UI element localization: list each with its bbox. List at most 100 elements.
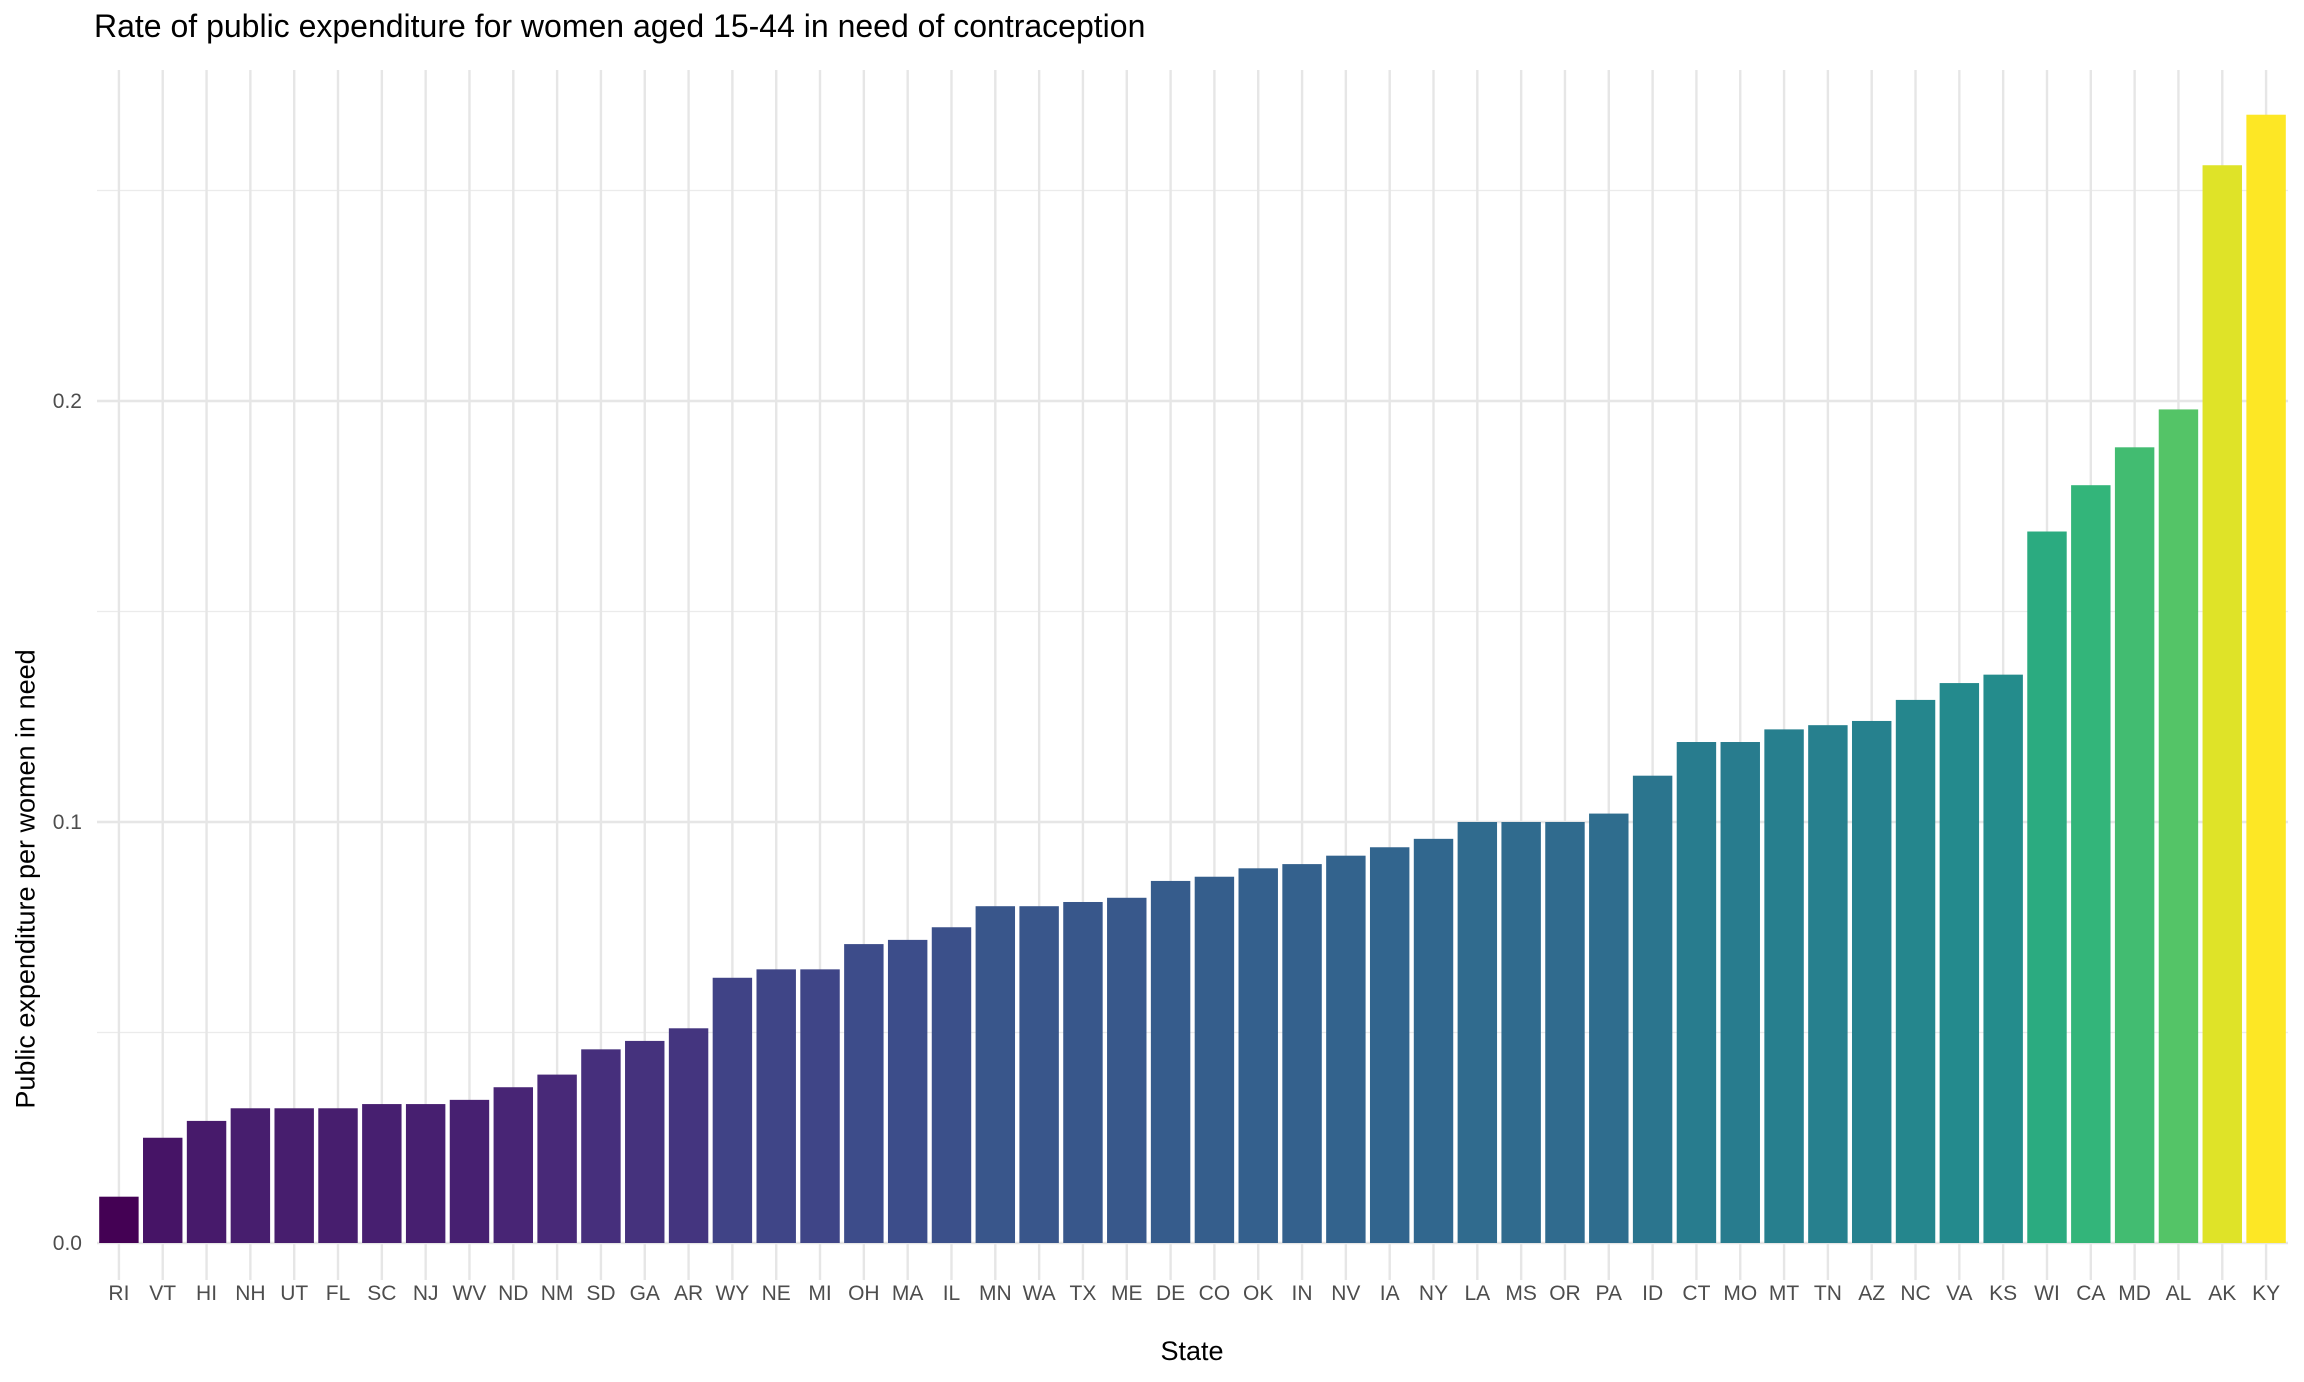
x-tick-label: IA xyxy=(1380,1282,1400,1305)
bar-ar xyxy=(668,1028,709,1243)
bar-co xyxy=(1194,876,1235,1243)
x-tick-label: MI xyxy=(808,1282,831,1305)
bar-wa xyxy=(1019,906,1059,1243)
bar-nh xyxy=(230,1108,271,1243)
x-tick-label: ID xyxy=(1642,1282,1663,1305)
bar-ia xyxy=(1369,847,1410,1243)
bar-ks xyxy=(1983,674,2023,1243)
bar-sc xyxy=(362,1104,402,1243)
bar-ma xyxy=(887,939,928,1243)
x-tick-label: IN xyxy=(1292,1282,1313,1305)
bar-mo xyxy=(1720,742,1760,1243)
bar-ak xyxy=(2202,165,2242,1244)
bar-nm xyxy=(537,1074,577,1243)
bar-ok xyxy=(1238,868,1278,1243)
bar-in xyxy=(1282,864,1322,1243)
bar-nv xyxy=(1326,855,1366,1243)
x-tick-label: NC xyxy=(1900,1282,1930,1305)
x-tick-label: MA xyxy=(892,1282,924,1305)
bar-nc xyxy=(1895,699,1936,1243)
x-tick-label: MT xyxy=(1769,1282,1799,1305)
x-tick-label: ND xyxy=(498,1282,528,1305)
x-tick-label: AL xyxy=(2166,1282,2192,1305)
x-tick-label: UT xyxy=(280,1282,308,1305)
x-tick-label: NV xyxy=(1331,1282,1360,1305)
bar-mn xyxy=(975,906,1016,1243)
x-tick-label: RI xyxy=(108,1282,129,1305)
bar-al xyxy=(2158,409,2199,1243)
bar-tx xyxy=(1063,901,1103,1243)
x-tick-label: AZ xyxy=(1858,1282,1885,1305)
bar-de xyxy=(1150,880,1191,1243)
x-tick-label: WV xyxy=(453,1282,487,1305)
bar-az xyxy=(1851,720,1892,1243)
x-tick-label: NY xyxy=(1419,1282,1448,1305)
bar-va xyxy=(1939,683,1980,1243)
x-tick-label: GA xyxy=(630,1282,660,1305)
bar-pa xyxy=(1589,813,1629,1243)
bar-or xyxy=(1545,822,1585,1243)
y-tick-label: 0.2 xyxy=(53,390,82,413)
x-tick-label: TX xyxy=(1070,1282,1097,1305)
x-axis-label: State xyxy=(1160,1336,1224,1366)
x-tick-label: WI xyxy=(2034,1282,2060,1305)
x-tick-label: AR xyxy=(674,1282,703,1305)
x-tick-label: HI xyxy=(196,1282,217,1305)
bar-nd xyxy=(493,1087,534,1243)
bar-ca xyxy=(2071,485,2111,1243)
x-tick-label: CT xyxy=(1682,1282,1710,1305)
bar-wi xyxy=(2027,531,2067,1243)
bar-la xyxy=(1457,822,1498,1243)
x-tick-label: ME xyxy=(1111,1282,1143,1305)
bar-ga xyxy=(625,1040,665,1243)
x-tick-label: TN xyxy=(1814,1282,1842,1305)
bar-hi xyxy=(186,1120,227,1243)
x-tick-label: PA xyxy=(1596,1282,1622,1305)
bars xyxy=(99,114,2286,1244)
y-tick-label: 0.0 xyxy=(53,1232,82,1255)
bar-fl xyxy=(318,1108,358,1243)
x-tick-label: CA xyxy=(2076,1282,2105,1305)
x-tick-label: OR xyxy=(1549,1282,1581,1305)
bar-ri xyxy=(99,1196,139,1243)
x-tick-label: IL xyxy=(943,1282,961,1305)
y-tick-label: 0.1 xyxy=(53,811,82,834)
x-tick-label: OK xyxy=(1243,1282,1273,1305)
x-tick-label: KY xyxy=(2252,1282,2280,1305)
x-tick-label: WY xyxy=(715,1282,749,1305)
x-tick-label: VA xyxy=(1946,1282,1972,1305)
bar-ct xyxy=(1676,742,1717,1243)
x-tick-label: CO xyxy=(1199,1282,1231,1305)
bar-md xyxy=(2114,447,2155,1243)
x-tick-label: SC xyxy=(367,1282,396,1305)
x-tick-labels: RI VT HI NH UT FL SC NJ WV ND NM SD GA AR WY NE MI OH MA IL… xyxy=(108,1282,2280,1305)
x-tick-label: MO xyxy=(1723,1282,1757,1305)
x-tick-label: VT xyxy=(149,1282,176,1305)
bar-mi xyxy=(800,969,840,1243)
bar-ny xyxy=(1413,838,1454,1243)
x-tick-label: NH xyxy=(235,1282,265,1305)
x-tick-label: NJ xyxy=(413,1282,439,1305)
bar-mt xyxy=(1764,729,1804,1243)
x-tick-label: SD xyxy=(586,1282,615,1305)
x-tick-label: MS xyxy=(1505,1282,1537,1305)
bar-wv xyxy=(449,1099,490,1243)
y-axis-label: Public expenditure per women in need xyxy=(10,649,41,1109)
bar-tn xyxy=(1808,725,1848,1243)
x-tick-label: DE xyxy=(1156,1282,1185,1305)
x-tick-label: FL xyxy=(326,1282,351,1305)
bar-sd xyxy=(581,1049,621,1243)
x-tick-label: NM xyxy=(541,1282,574,1305)
bar-ut xyxy=(274,1108,314,1243)
x-tick-label: KS xyxy=(1989,1282,2017,1305)
x-tick-label: MN xyxy=(979,1282,1012,1305)
bar-ky xyxy=(2246,114,2286,1244)
bar-vt xyxy=(143,1137,183,1243)
bar-me xyxy=(1107,897,1147,1243)
bar-ms xyxy=(1501,822,1541,1243)
bar-oh xyxy=(844,944,884,1243)
bar-nj xyxy=(405,1104,446,1243)
x-tick-label: OH xyxy=(848,1282,880,1305)
bar-wy xyxy=(712,977,753,1243)
